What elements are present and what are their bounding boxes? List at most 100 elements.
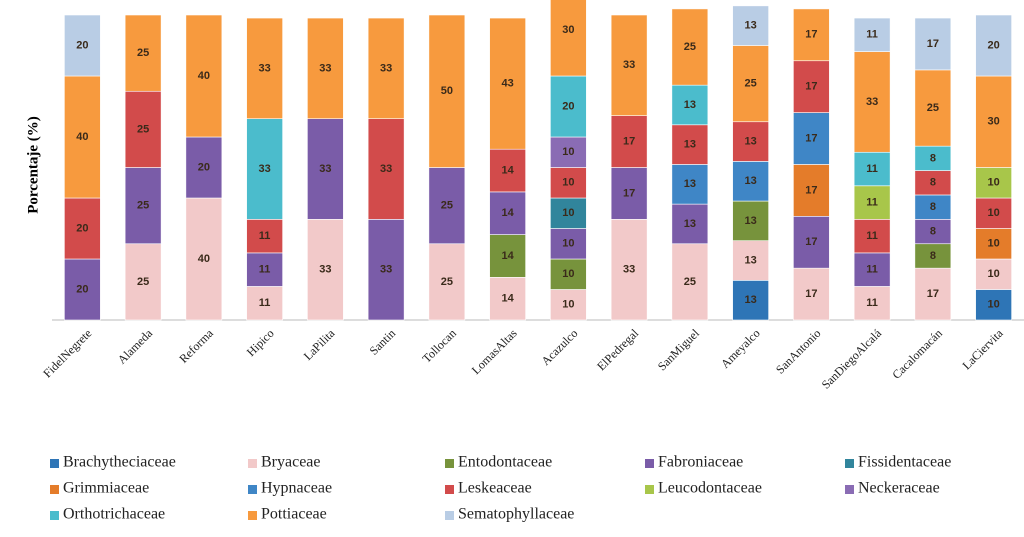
value-label: 17	[927, 288, 939, 300]
bar-segment	[185, 136, 223, 199]
value-label: 13	[745, 294, 757, 306]
x-tick-label: LomasAltas	[469, 326, 520, 377]
legend-label: Bryaceae	[261, 454, 321, 471]
value-label: 17	[805, 81, 817, 93]
value-label: 17	[623, 135, 635, 147]
bar-segment	[550, 289, 587, 321]
value-label: 11	[259, 230, 271, 242]
value-label: 20	[76, 39, 88, 51]
value-label: 13	[684, 218, 696, 230]
legend-swatch	[248, 459, 257, 468]
bar-segment	[853, 51, 891, 153]
value-label: 25	[137, 200, 149, 212]
value-label: 33	[319, 62, 331, 74]
value-label: 17	[623, 187, 635, 199]
bar-segment	[671, 203, 709, 245]
bar-segment	[550, 167, 587, 199]
bar-segment	[975, 228, 1012, 260]
x-tick-label: Hipico	[244, 326, 277, 359]
value-label: 11	[866, 196, 878, 208]
value-label: 17	[805, 29, 817, 41]
value-label: 17	[805, 236, 817, 248]
bar-segment	[914, 145, 952, 171]
legend-label: Orthotrichaceae	[63, 506, 165, 523]
bar-segment	[246, 252, 283, 287]
value-label: 13	[745, 135, 757, 147]
bar-segment	[914, 219, 952, 245]
legend-swatch	[50, 511, 59, 520]
bar-segment	[793, 164, 830, 217]
legend-label: Neckeraceae	[858, 480, 940, 497]
bar-segment	[489, 17, 526, 150]
value-label: 25	[441, 276, 453, 288]
x-tick-label: Acazulco	[539, 326, 581, 368]
value-label: 10	[988, 238, 1000, 250]
bar-segment	[367, 219, 405, 321]
bar-segment	[732, 5, 769, 46]
legend-swatch	[445, 459, 454, 468]
value-label: 20	[76, 222, 88, 234]
bar-segment	[489, 148, 526, 193]
value-label: 17	[805, 132, 817, 144]
value-label: 50	[441, 85, 453, 97]
bar-segment	[610, 115, 648, 168]
value-label: 10	[562, 207, 574, 219]
bar-segment	[732, 240, 769, 281]
bar-segment	[732, 45, 769, 123]
bar-segment	[914, 267, 952, 321]
bar-segment	[793, 112, 830, 165]
value-label: 10	[562, 238, 574, 250]
value-label: 25	[684, 41, 696, 53]
y-axis-label: Porcentaje (%)	[25, 116, 41, 214]
value-label: 25	[137, 47, 149, 59]
bar-segment	[428, 243, 466, 321]
bar-segment	[367, 17, 405, 120]
bar-segment	[853, 286, 891, 321]
value-label: 11	[866, 230, 878, 242]
bar-segment	[610, 167, 648, 220]
bar-segment	[550, 258, 587, 290]
bar-segment	[610, 219, 648, 321]
bar-segment	[671, 164, 709, 205]
x-tick-label: Tollocan	[419, 326, 458, 365]
bar-segment	[671, 124, 709, 165]
value-label: 33	[623, 59, 635, 71]
legend-label: Leucodontaceae	[658, 480, 762, 497]
bar-segment	[853, 17, 891, 52]
legend-label: Grimmiaceae	[63, 480, 149, 497]
bar-segment	[975, 75, 1012, 168]
x-tick-label: Cacalomacán	[889, 326, 945, 382]
bar-segment	[975, 167, 1012, 199]
value-label: 10	[562, 146, 574, 158]
value-label: 25	[745, 78, 757, 90]
bar-segment	[793, 267, 830, 321]
value-label: 10	[988, 207, 1000, 219]
legend-swatch	[845, 485, 854, 494]
bar-segment	[185, 197, 223, 321]
bar-segment	[732, 161, 769, 202]
bar-segment	[307, 118, 344, 220]
x-tick-label: SanMiguel	[655, 326, 703, 374]
value-label: 20	[198, 161, 210, 173]
value-label: 13	[684, 139, 696, 151]
value-label: 33	[380, 264, 392, 276]
x-tick-label: LaPilita	[301, 326, 338, 363]
value-label: 14	[502, 164, 515, 176]
bar-segment	[124, 243, 162, 321]
bar-segment	[550, 0, 587, 77]
value-label: 13	[745, 20, 757, 32]
value-label: 17	[805, 184, 817, 196]
value-label: 10	[988, 268, 1000, 280]
legend-label: Pottiaceae	[261, 506, 327, 523]
legend-swatch	[645, 485, 654, 494]
legend-label: Entodontaceae	[458, 454, 552, 471]
x-tick-label: Alameda	[115, 326, 156, 367]
bar-segment	[610, 14, 648, 116]
bar-segment	[914, 170, 952, 196]
value-label: 11	[259, 297, 271, 309]
value-label: 40	[198, 70, 210, 82]
value-label: 17	[805, 288, 817, 300]
value-label: 11	[866, 163, 878, 175]
value-label: 33	[319, 264, 331, 276]
value-label: 33	[259, 62, 271, 74]
